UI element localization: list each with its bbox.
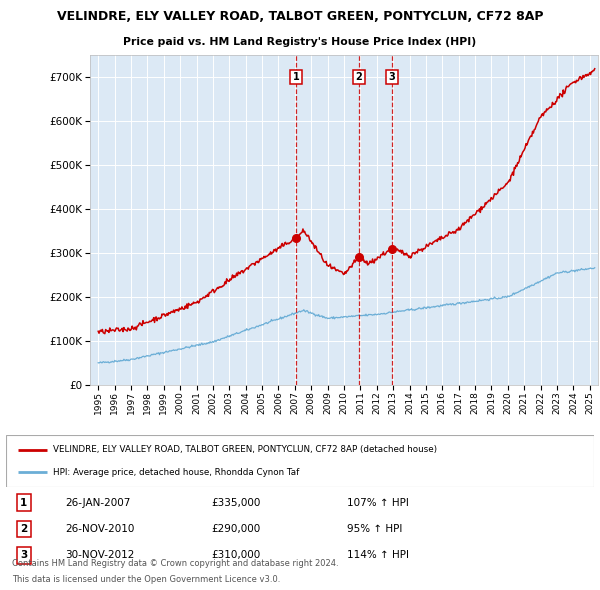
- Text: This data is licensed under the Open Government Licence v3.0.: This data is licensed under the Open Gov…: [12, 575, 280, 585]
- Text: Contains HM Land Registry data © Crown copyright and database right 2024.: Contains HM Land Registry data © Crown c…: [12, 559, 338, 568]
- Text: 1: 1: [293, 72, 299, 82]
- Text: 26-JAN-2007: 26-JAN-2007: [65, 498, 130, 508]
- Text: 26-NOV-2010: 26-NOV-2010: [65, 524, 134, 534]
- FancyBboxPatch shape: [6, 435, 594, 487]
- Text: £335,000: £335,000: [212, 498, 261, 508]
- Text: HPI: Average price, detached house, Rhondda Cynon Taf: HPI: Average price, detached house, Rhon…: [53, 468, 299, 477]
- Text: 3: 3: [388, 72, 395, 82]
- Text: Price paid vs. HM Land Registry's House Price Index (HPI): Price paid vs. HM Land Registry's House …: [124, 37, 476, 47]
- Text: 114% ↑ HPI: 114% ↑ HPI: [347, 550, 409, 560]
- Text: £290,000: £290,000: [212, 524, 261, 534]
- Text: 95% ↑ HPI: 95% ↑ HPI: [347, 524, 403, 534]
- Text: 107% ↑ HPI: 107% ↑ HPI: [347, 498, 409, 508]
- Text: 1: 1: [20, 498, 27, 508]
- Text: 2: 2: [355, 72, 362, 82]
- Text: £310,000: £310,000: [212, 550, 261, 560]
- Text: 2: 2: [20, 524, 27, 534]
- Text: VELINDRE, ELY VALLEY ROAD, TALBOT GREEN, PONTYCLUN, CF72 8AP: VELINDRE, ELY VALLEY ROAD, TALBOT GREEN,…: [57, 11, 543, 24]
- Text: 3: 3: [20, 550, 27, 560]
- Text: 30-NOV-2012: 30-NOV-2012: [65, 550, 134, 560]
- Text: VELINDRE, ELY VALLEY ROAD, TALBOT GREEN, PONTYCLUN, CF72 8AP (detached house): VELINDRE, ELY VALLEY ROAD, TALBOT GREEN,…: [53, 445, 437, 454]
